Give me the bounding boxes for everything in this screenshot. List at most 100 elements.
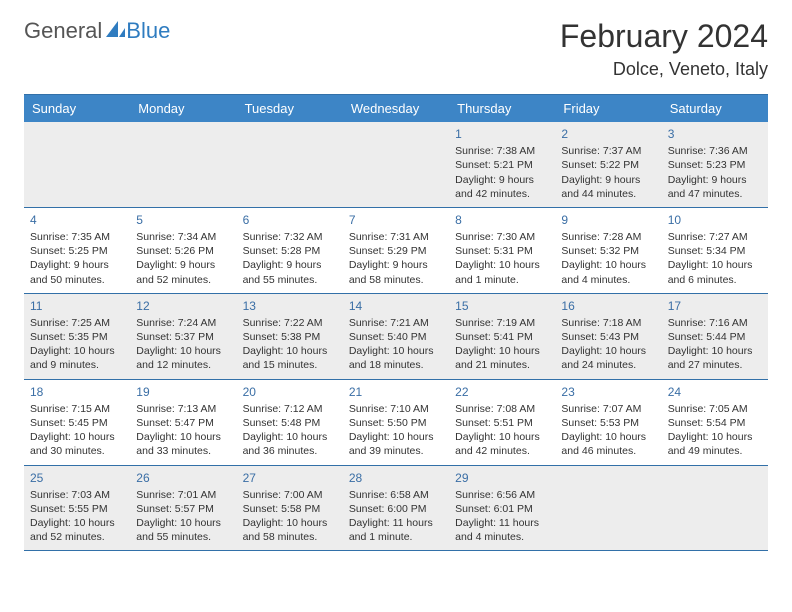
- sunrise-text: Sunrise: 7:25 AM: [30, 316, 124, 330]
- sunrise-text: Sunrise: 7:36 AM: [668, 144, 762, 158]
- day-cell: 5Sunrise: 7:34 AMSunset: 5:26 PMDaylight…: [130, 208, 236, 293]
- day-cell: 20Sunrise: 7:12 AMSunset: 5:48 PMDayligh…: [237, 380, 343, 465]
- day-cell: 17Sunrise: 7:16 AMSunset: 5:44 PMDayligh…: [662, 294, 768, 379]
- sunrise-text: Sunrise: 7:22 AM: [243, 316, 337, 330]
- day-cell: 18Sunrise: 7:15 AMSunset: 5:45 PMDayligh…: [24, 380, 130, 465]
- sunset-text: Sunset: 5:23 PM: [668, 158, 762, 172]
- day-number: 15: [455, 298, 549, 314]
- daylight-text: Daylight: 10 hours and 49 minutes.: [668, 430, 762, 458]
- day-number: 29: [455, 470, 549, 486]
- day-cell: 3 Sunrise: 7:36 AMSunset: 5:23 PMDaylight…: [662, 122, 768, 207]
- daylight-text: Daylight: 10 hours and 15 minutes.: [243, 344, 337, 372]
- day-number: 4: [30, 212, 124, 228]
- day-number: 26: [136, 470, 230, 486]
- daylight-text: Daylight: 10 hours and 39 minutes.: [349, 430, 443, 458]
- sunset-text: Sunset: 5:53 PM: [561, 416, 655, 430]
- day-number: 9: [561, 212, 655, 228]
- day-number: 17: [668, 298, 762, 314]
- sunrise-text: Sunrise: 7:18 AM: [561, 316, 655, 330]
- day-cell: 11Sunrise: 7:25 AMSunset: 5:35 PMDayligh…: [24, 294, 130, 379]
- sunset-text: Sunset: 5:26 PM: [136, 244, 230, 258]
- sunset-text: Sunset: 5:54 PM: [668, 416, 762, 430]
- day-cell: 8Sunrise: 7:30 AMSunset: 5:31 PMDaylight…: [449, 208, 555, 293]
- day-header: Friday: [555, 95, 661, 122]
- sunrise-text: Sunrise: 7:05 AM: [668, 402, 762, 416]
- logo-text-general: General: [24, 18, 102, 44]
- daylight-text: Daylight: 10 hours and 9 minutes.: [30, 344, 124, 372]
- day-number: 7: [349, 212, 443, 228]
- sunset-text: Sunset: 5:44 PM: [668, 330, 762, 344]
- sunset-text: Sunset: 6:00 PM: [349, 502, 443, 516]
- month-title: February 2024: [560, 18, 768, 55]
- sunset-text: Sunset: 5:37 PM: [136, 330, 230, 344]
- sunrise-text: Sunrise: 7:15 AM: [30, 402, 124, 416]
- sunset-text: Sunset: 5:41 PM: [455, 330, 549, 344]
- location-label: Dolce, Veneto, Italy: [560, 59, 768, 80]
- daylight-text: Daylight: 9 hours and 47 minutes.: [668, 173, 762, 201]
- sunset-text: Sunset: 5:38 PM: [243, 330, 337, 344]
- daylight-text: Daylight: 10 hours and 52 minutes.: [30, 516, 124, 544]
- day-cell: 10Sunrise: 7:27 AMSunset: 5:34 PMDayligh…: [662, 208, 768, 293]
- daylight-text: Daylight: 10 hours and 33 minutes.: [136, 430, 230, 458]
- sunrise-text: Sunrise: 7:13 AM: [136, 402, 230, 416]
- empty-cell: [662, 466, 768, 551]
- sunrise-text: Sunrise: 7:37 AM: [561, 144, 655, 158]
- sunrise-text: Sunrise: 7:38 AM: [455, 144, 549, 158]
- day-cell: 27Sunrise: 7:00 AMSunset: 5:58 PMDayligh…: [237, 466, 343, 551]
- daylight-text: Daylight: 10 hours and 21 minutes.: [455, 344, 549, 372]
- daylight-text: Daylight: 9 hours and 42 minutes.: [455, 173, 549, 201]
- day-number: 28: [349, 470, 443, 486]
- daylight-text: Daylight: 10 hours and 24 minutes.: [561, 344, 655, 372]
- logo: General Blue: [24, 18, 170, 44]
- sunset-text: Sunset: 5:55 PM: [30, 502, 124, 516]
- day-cell: 25 Sunrise: 7:03 AMSunset: 5:55 PMDayligh…: [24, 466, 130, 551]
- sunset-text: Sunset: 5:51 PM: [455, 416, 549, 430]
- sunrise-text: Sunrise: 7:00 AM: [243, 488, 337, 502]
- sunset-text: Sunset: 5:21 PM: [455, 158, 549, 172]
- sunrise-text: Sunrise: 6:58 AM: [349, 488, 443, 502]
- day-cell: 26Sunrise: 7:01 AMSunset: 5:57 PMDayligh…: [130, 466, 236, 551]
- sunset-text: Sunset: 5:57 PM: [136, 502, 230, 516]
- day-number: 12: [136, 298, 230, 314]
- sunrise-text: Sunrise: 7:10 AM: [349, 402, 443, 416]
- logo-text-blue: Blue: [126, 18, 170, 43]
- sunrise-text: Sunrise: 7:08 AM: [455, 402, 549, 416]
- day-number: 10: [668, 212, 762, 228]
- day-header: Tuesday: [237, 95, 343, 122]
- day-number: 3: [668, 126, 762, 142]
- day-number: 1: [455, 126, 549, 142]
- week-row: 18Sunrise: 7:15 AMSunset: 5:45 PMDayligh…: [24, 380, 768, 466]
- day-number: 25: [30, 470, 124, 486]
- daylight-text: Daylight: 10 hours and 1 minute.: [455, 258, 549, 286]
- day-cell: 2Sunrise: 7:37 AMSunset: 5:22 PMDaylight…: [555, 122, 661, 207]
- day-cell: 24Sunrise: 7:05 AMSunset: 5:54 PMDayligh…: [662, 380, 768, 465]
- sunset-text: Sunset: 6:01 PM: [455, 502, 549, 516]
- sunrise-text: Sunrise: 7:31 AM: [349, 230, 443, 244]
- empty-cell: [343, 122, 449, 207]
- sunrise-text: Sunrise: 7:01 AM: [136, 488, 230, 502]
- sunset-text: Sunset: 5:31 PM: [455, 244, 549, 258]
- calendar: SundayMondayTuesdayWednesdayThursdayFrid…: [24, 94, 768, 551]
- sunset-text: Sunset: 5:35 PM: [30, 330, 124, 344]
- sunset-text: Sunset: 5:48 PM: [243, 416, 337, 430]
- title-block: February 2024 Dolce, Veneto, Italy: [560, 18, 768, 80]
- logo-sail-icon: [104, 19, 126, 44]
- daylight-text: Daylight: 10 hours and 12 minutes.: [136, 344, 230, 372]
- day-cell: 9Sunrise: 7:28 AMSunset: 5:32 PMDaylight…: [555, 208, 661, 293]
- day-header-row: SundayMondayTuesdayWednesdayThursdayFrid…: [24, 95, 768, 122]
- day-cell: 12 Sunrise: 7:24 AMSunset: 5:37 PMDayligh…: [130, 294, 236, 379]
- sunset-text: Sunset: 5:58 PM: [243, 502, 337, 516]
- sunrise-text: Sunrise: 7:21 AM: [349, 316, 443, 330]
- sunrise-text: Sunrise: 7:24 AM: [136, 316, 230, 330]
- sunrise-text: Sunrise: 7:32 AM: [243, 230, 337, 244]
- sunrise-text: Sunrise: 7:28 AM: [561, 230, 655, 244]
- daylight-text: Daylight: 10 hours and 58 minutes.: [243, 516, 337, 544]
- daylight-text: Daylight: 9 hours and 52 minutes.: [136, 258, 230, 286]
- sunset-text: Sunset: 5:32 PM: [561, 244, 655, 258]
- sunrise-text: Sunrise: 7:03 AM: [30, 488, 124, 502]
- sunrise-text: Sunrise: 7:16 AM: [668, 316, 762, 330]
- header: General Blue February 2024 Dolce, Veneto…: [24, 18, 768, 80]
- day-cell: 19Sunrise: 7:13 AMSunset: 5:47 PMDayligh…: [130, 380, 236, 465]
- sunset-text: Sunset: 5:34 PM: [668, 244, 762, 258]
- day-cell: 13Sunrise: 7:22 AMSunset: 5:38 PMDayligh…: [237, 294, 343, 379]
